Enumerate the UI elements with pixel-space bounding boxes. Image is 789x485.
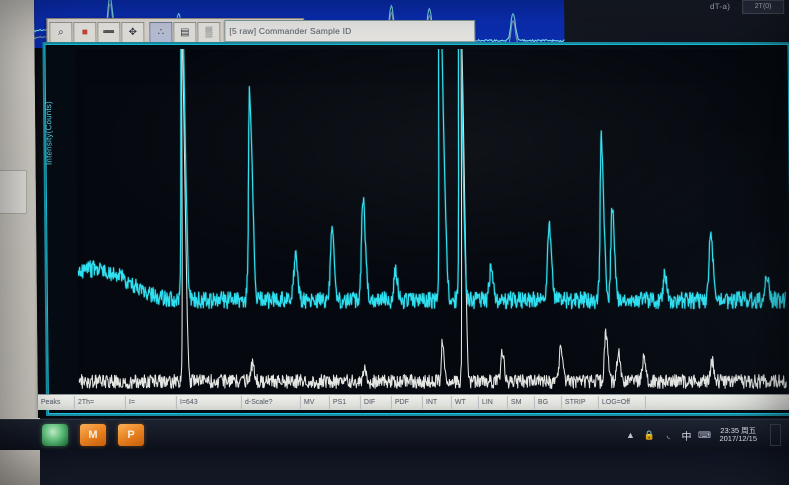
clock-time: 23:35 周五 <box>720 425 757 435</box>
overview-label: dT-a) <box>709 1 731 11</box>
status-cell-5: MV <box>300 395 330 409</box>
grid-icon-glyph: ▤ <box>180 26 190 38</box>
status-cell-15: LOG=Off <box>598 395 646 409</box>
status-cell-3: I=643 <box>176 395 242 409</box>
taskbar-app-2[interactable]: P <box>118 424 144 446</box>
status-cell-1: 2Th= <box>74 395 126 409</box>
chart-icon-glyph: ▒ <box>205 26 213 38</box>
status-cell-7: DIF <box>360 395 392 409</box>
magnifier-icon-glyph: ⌕ <box>57 26 64 38</box>
y-axis-label: Intensity(Counts) <box>44 101 54 165</box>
status-cell-10: WT <box>451 395 479 409</box>
measured-cyan-trace <box>77 48 787 310</box>
status-cell-0: Peaks <box>37 395 75 409</box>
status-cell-14: STRIP <box>561 395 599 409</box>
status-cell-9: INT <box>422 395 452 409</box>
status-cell-8: PDF <box>391 395 423 409</box>
document-title-tab[interactable]: [5 raw] Commander Sample ID <box>224 19 476 42</box>
status-bar: Peaks 2Th= I= I=643 d-Scale? MV PS1 DIF PDF INT WT… <box>37 393 789 410</box>
network-icon[interactable]: ◟ <box>666 429 671 440</box>
status-cell-2: I= <box>125 395 177 409</box>
stop-record-icon-glyph: ■ <box>81 26 88 38</box>
overview-2t-button[interactable]: 2T(0) <box>742 0 785 14</box>
taskbar-app-1[interactable]: M <box>80 424 106 446</box>
diffractogram-window[interactable]: Intensity(Counts) <box>42 41 789 416</box>
monitor-bezel-notch <box>0 170 27 214</box>
ime-indicator[interactable]: 中 <box>681 431 692 443</box>
plot-frame: Intensity(Counts) <box>44 43 789 414</box>
peaks-icon-glyph: ∴ <box>157 26 165 38</box>
crosshair-icon-glyph: ✥ <box>128 26 138 38</box>
minus-icon-glyph: ➖ <box>102 26 116 38</box>
clock-date: 2017/12/15 <box>719 434 757 443</box>
taskbar-clock[interactable]: 23:35 周五 2017/12/15 <box>717 425 759 443</box>
taskbar-app-2-label: P <box>127 429 135 441</box>
monitor-screen: dT-a) 2T(0) ⌕■➖✥∴▤▒▩▦1 [5 raw] Commander… <box>34 0 789 420</box>
status-cell-4: d-Scale? <box>241 395 301 409</box>
keyboard-icon[interactable]: ⌨ <box>697 429 711 440</box>
status-cell-11: LIN <box>478 395 508 409</box>
shield-icon[interactable]: 🔒 <box>643 429 656 440</box>
chevron-up-icon[interactable]: ▲ <box>625 430 635 440</box>
start-orb-icon[interactable] <box>42 424 68 446</box>
spectrum-traces <box>75 48 787 399</box>
reference-white-trace <box>78 48 787 389</box>
status-cell-6: PS1 <box>329 395 361 409</box>
taskbar-app-1-label: M <box>88 429 98 441</box>
show-desktop-button[interactable] <box>770 424 781 446</box>
document-title-text: [5 raw] Commander Sample ID <box>229 25 352 36</box>
plot-area[interactable] <box>75 48 787 399</box>
plot-background <box>75 48 787 399</box>
status-cell-13: BG <box>534 395 562 409</box>
windows-taskbar[interactable]: M P ▲ 🔒 ◟ 中 ⌨ 23:35 周五 2017/12/15 <box>0 419 789 450</box>
status-cell-12: SM <box>507 395 535 409</box>
system-tray[interactable]: ▲ 🔒 ◟ 中 ⌨ 23:35 周五 2017/12/15 <box>624 424 789 446</box>
